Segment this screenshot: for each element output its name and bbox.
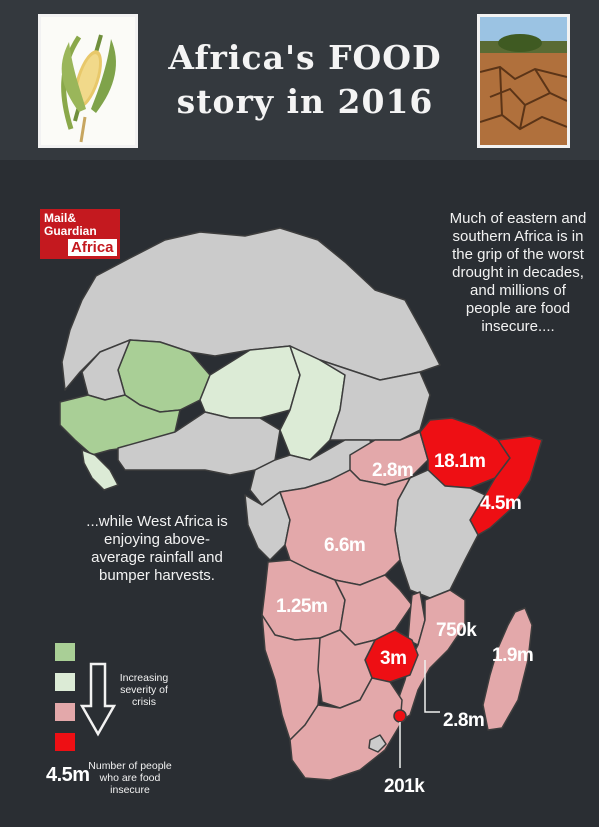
west-africa-note: ...while West Africa is enjoying above-a… <box>86 513 228 584</box>
mail-guardian-logo: Mail& Guardian Africa <box>40 209 120 259</box>
leader-line-mozambique <box>424 660 440 713</box>
drc-region <box>279 469 411 586</box>
label-ethiopia: 18.1m <box>434 451 486 472</box>
label-zimbabwe: 3m <box>380 648 407 669</box>
title-line-2: story in 2016 <box>176 82 434 121</box>
legend-severity-label: Increasing severity of crisis <box>119 672 169 708</box>
madagascar-region <box>482 607 533 731</box>
guinea-region <box>81 449 119 491</box>
label-angola: 1.25m <box>276 596 328 617</box>
drought-image <box>477 14 570 148</box>
lesotho-region <box>368 734 387 753</box>
logo-line-2: Guardian <box>44 224 97 238</box>
legend-example-label: Number of people who are food insecure <box>88 760 172 796</box>
south-africa-region <box>289 677 403 781</box>
label-swaziland: 201k <box>384 776 425 797</box>
east-africa-region <box>394 469 486 599</box>
legend-swatch-green <box>55 643 75 661</box>
title-line-1: Africa's FOOD <box>168 38 442 77</box>
corn-image <box>38 14 138 148</box>
legend-swatch-pink <box>55 703 75 721</box>
label-malawi: 750k <box>436 620 477 641</box>
legend-swatch-red <box>55 733 75 751</box>
label-madagascar: 1.9m <box>492 645 534 666</box>
niger-region <box>199 345 301 419</box>
east-africa-note: Much of eastern and southern Africa is i… <box>449 210 587 335</box>
legend-example-value: 4.5m <box>46 764 90 786</box>
label-somalia: 4.5m <box>480 493 522 514</box>
label-mozambique: 2.8m <box>443 710 485 731</box>
logo-line-1: Mail& <box>44 211 77 225</box>
legend-swatch-light-green <box>55 673 75 691</box>
logo-line-3: Africa <box>68 239 117 256</box>
label-south-sudan: 2.8m <box>372 460 414 481</box>
page-title: Africa's FOOD story in 2016 <box>130 36 480 124</box>
swaziland-region <box>393 709 407 723</box>
somalia-region <box>469 435 543 536</box>
label-drc: 6.6m <box>324 535 366 556</box>
severity-arrow-icon <box>80 662 116 737</box>
